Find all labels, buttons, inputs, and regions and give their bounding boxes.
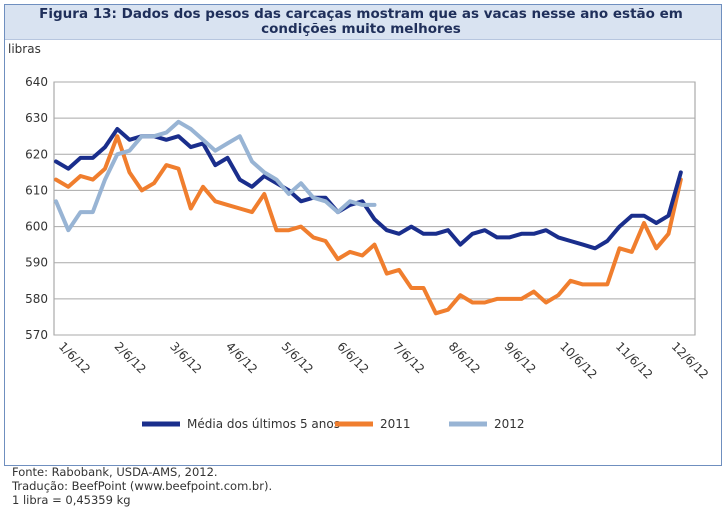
x-tick-label: 4/6/12: [223, 339, 260, 376]
series-layer: [54, 119, 683, 316]
y-axis-label: libras: [8, 42, 41, 56]
x-tick-label: 1/6/12: [56, 339, 93, 376]
series-line-0: [54, 127, 683, 251]
x-tick-label: 10/6/12: [557, 339, 600, 382]
plot-area: [53, 81, 696, 336]
y-tick-label: 610: [25, 183, 48, 197]
series-line-2: [54, 119, 377, 233]
legend: Média dos últimos 5 anos 2011 2012: [142, 417, 525, 431]
x-tick-label: 7/6/12: [390, 339, 427, 376]
title-bar: Figura 13: Dados dos pesos das carcaças …: [5, 5, 721, 40]
series-line-1: [54, 134, 683, 316]
x-tick-label: 5/6/12: [279, 339, 316, 376]
source-note: Fonte: Rabobank, USDA-AMS, 2012.: [12, 465, 218, 479]
legend-label-1: 2011: [380, 417, 411, 431]
x-tick-label: 11/6/12: [613, 339, 656, 382]
conversion-note: 1 libra = 0,45359 kg: [12, 493, 131, 507]
x-tick-label: 6/6/12: [334, 339, 371, 376]
footer: Fonte: Rabobank, USDA-AMS, 2012. Traduçã…: [12, 465, 272, 507]
x-tick-label: 2/6/12: [112, 339, 149, 376]
y-tick-labels: 570 580 590 600 610 620 630 640: [25, 75, 48, 342]
x-tick-label: 9/6/12: [501, 339, 538, 376]
x-tick-label: 3/6/12: [167, 339, 204, 376]
x-tick-labels: 1/6/12 2/6/12 3/6/12 4/6/12 5/6/12 6/6/12 7/6/…: [56, 339, 711, 382]
figure-title: Figura 13: Dados dos pesos das carcaças …: [39, 6, 683, 37]
translation-note: Tradução: BeefPoint (www.beefpoint.com.b…: [12, 479, 273, 493]
x-tick-label: 8/6/12: [446, 339, 483, 376]
grid-layer: [54, 81, 695, 336]
y-tick-label: 570: [25, 328, 48, 342]
y-tick-label: 590: [25, 256, 48, 270]
legend-label-2: 2012: [494, 417, 525, 431]
legend-label-0: Média dos últimos 5 anos: [187, 417, 340, 431]
y-tick-label: 580: [25, 292, 48, 306]
y-tick-label: 630: [25, 111, 48, 125]
x-tick-label: 12/6/12: [669, 339, 712, 382]
y-tick-label: 640: [25, 75, 48, 89]
y-tick-label: 620: [25, 147, 48, 161]
y-tick-label: 600: [25, 220, 48, 234]
